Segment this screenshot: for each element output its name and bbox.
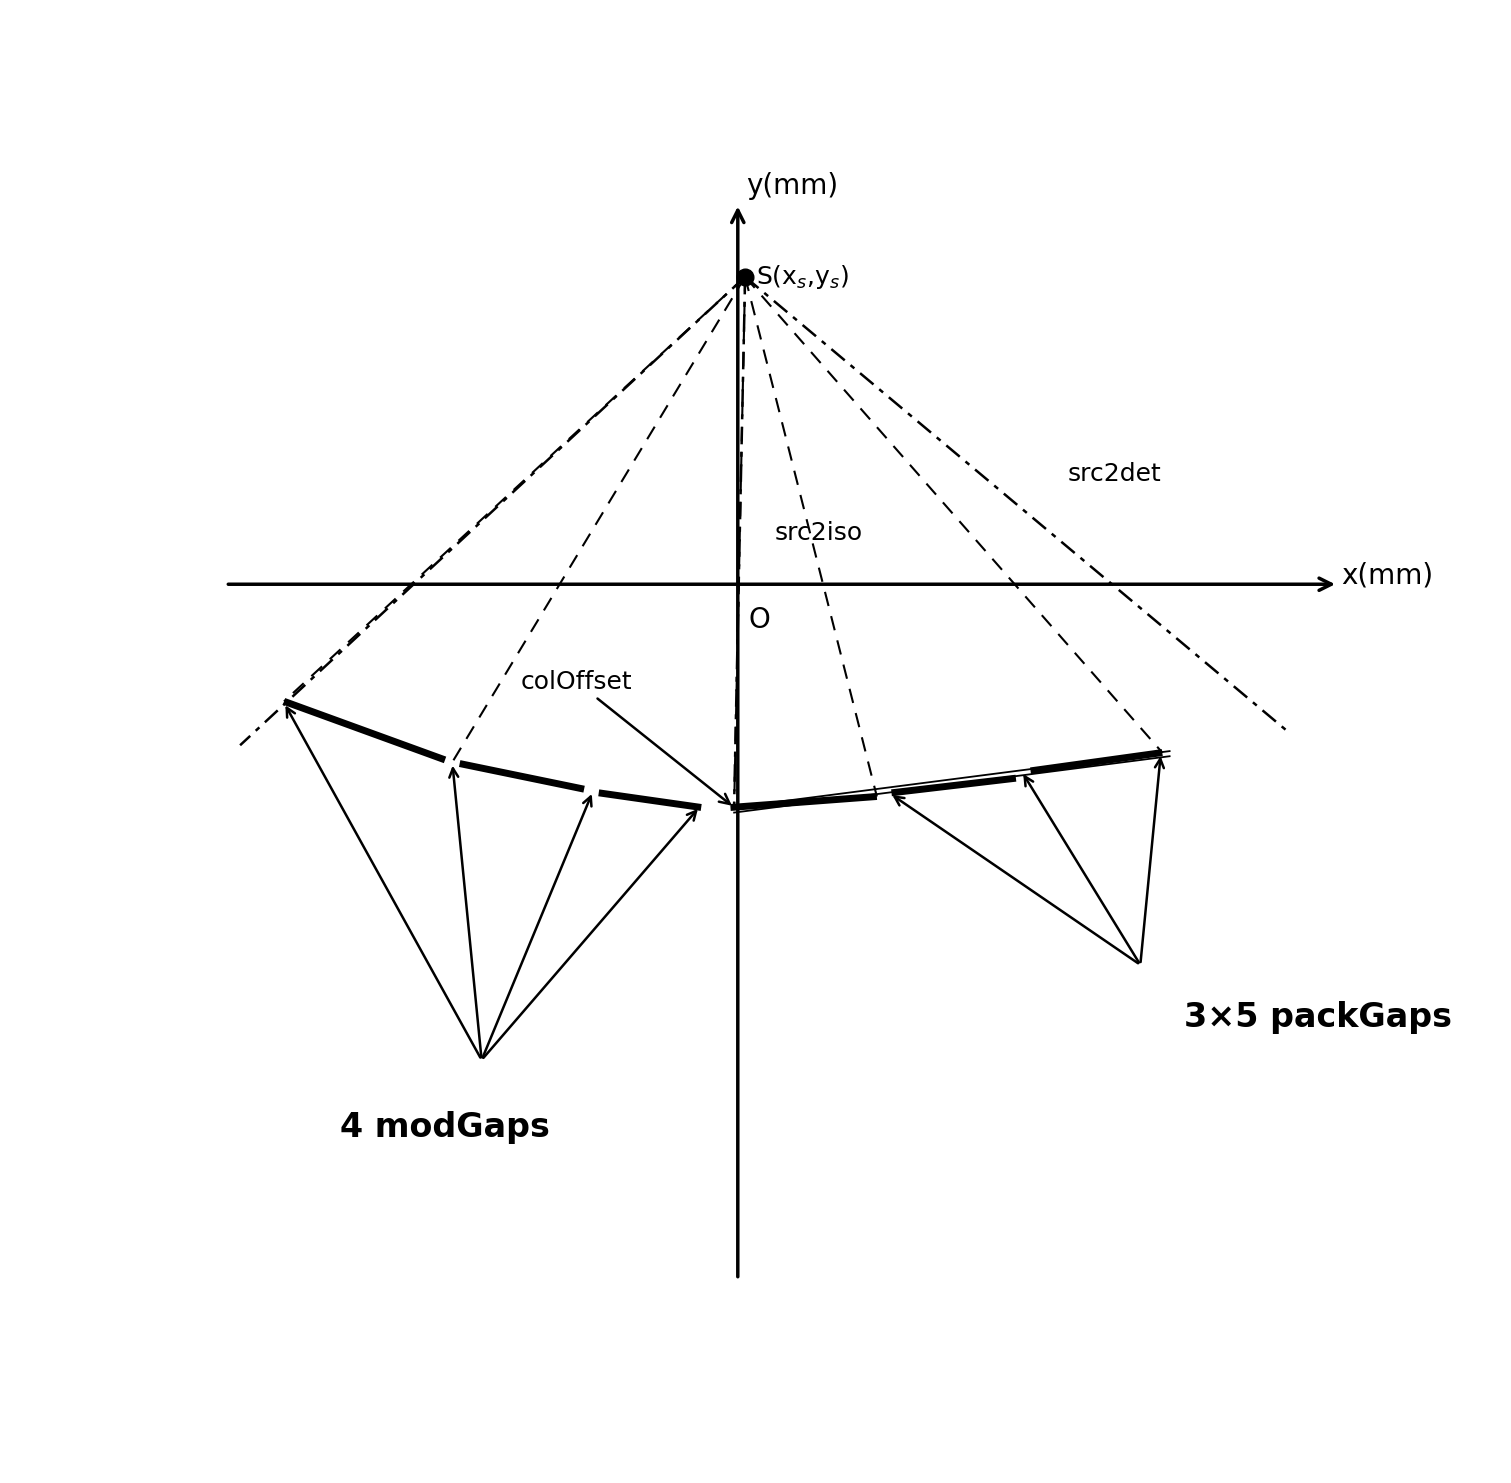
Text: 4 modGaps: 4 modGaps — [340, 1111, 550, 1145]
Text: y(mm): y(mm) — [746, 172, 839, 200]
Text: 3×5 packGaps: 3×5 packGaps — [1185, 1001, 1452, 1035]
Text: colOffset: colOffset — [521, 670, 730, 804]
Text: O: O — [749, 607, 771, 635]
Text: src2det: src2det — [1067, 463, 1160, 486]
Text: x(mm): x(mm) — [1342, 562, 1434, 589]
Text: S(x$_s$,y$_s$): S(x$_s$,y$_s$) — [756, 262, 849, 291]
Text: src2iso: src2iso — [775, 521, 863, 546]
